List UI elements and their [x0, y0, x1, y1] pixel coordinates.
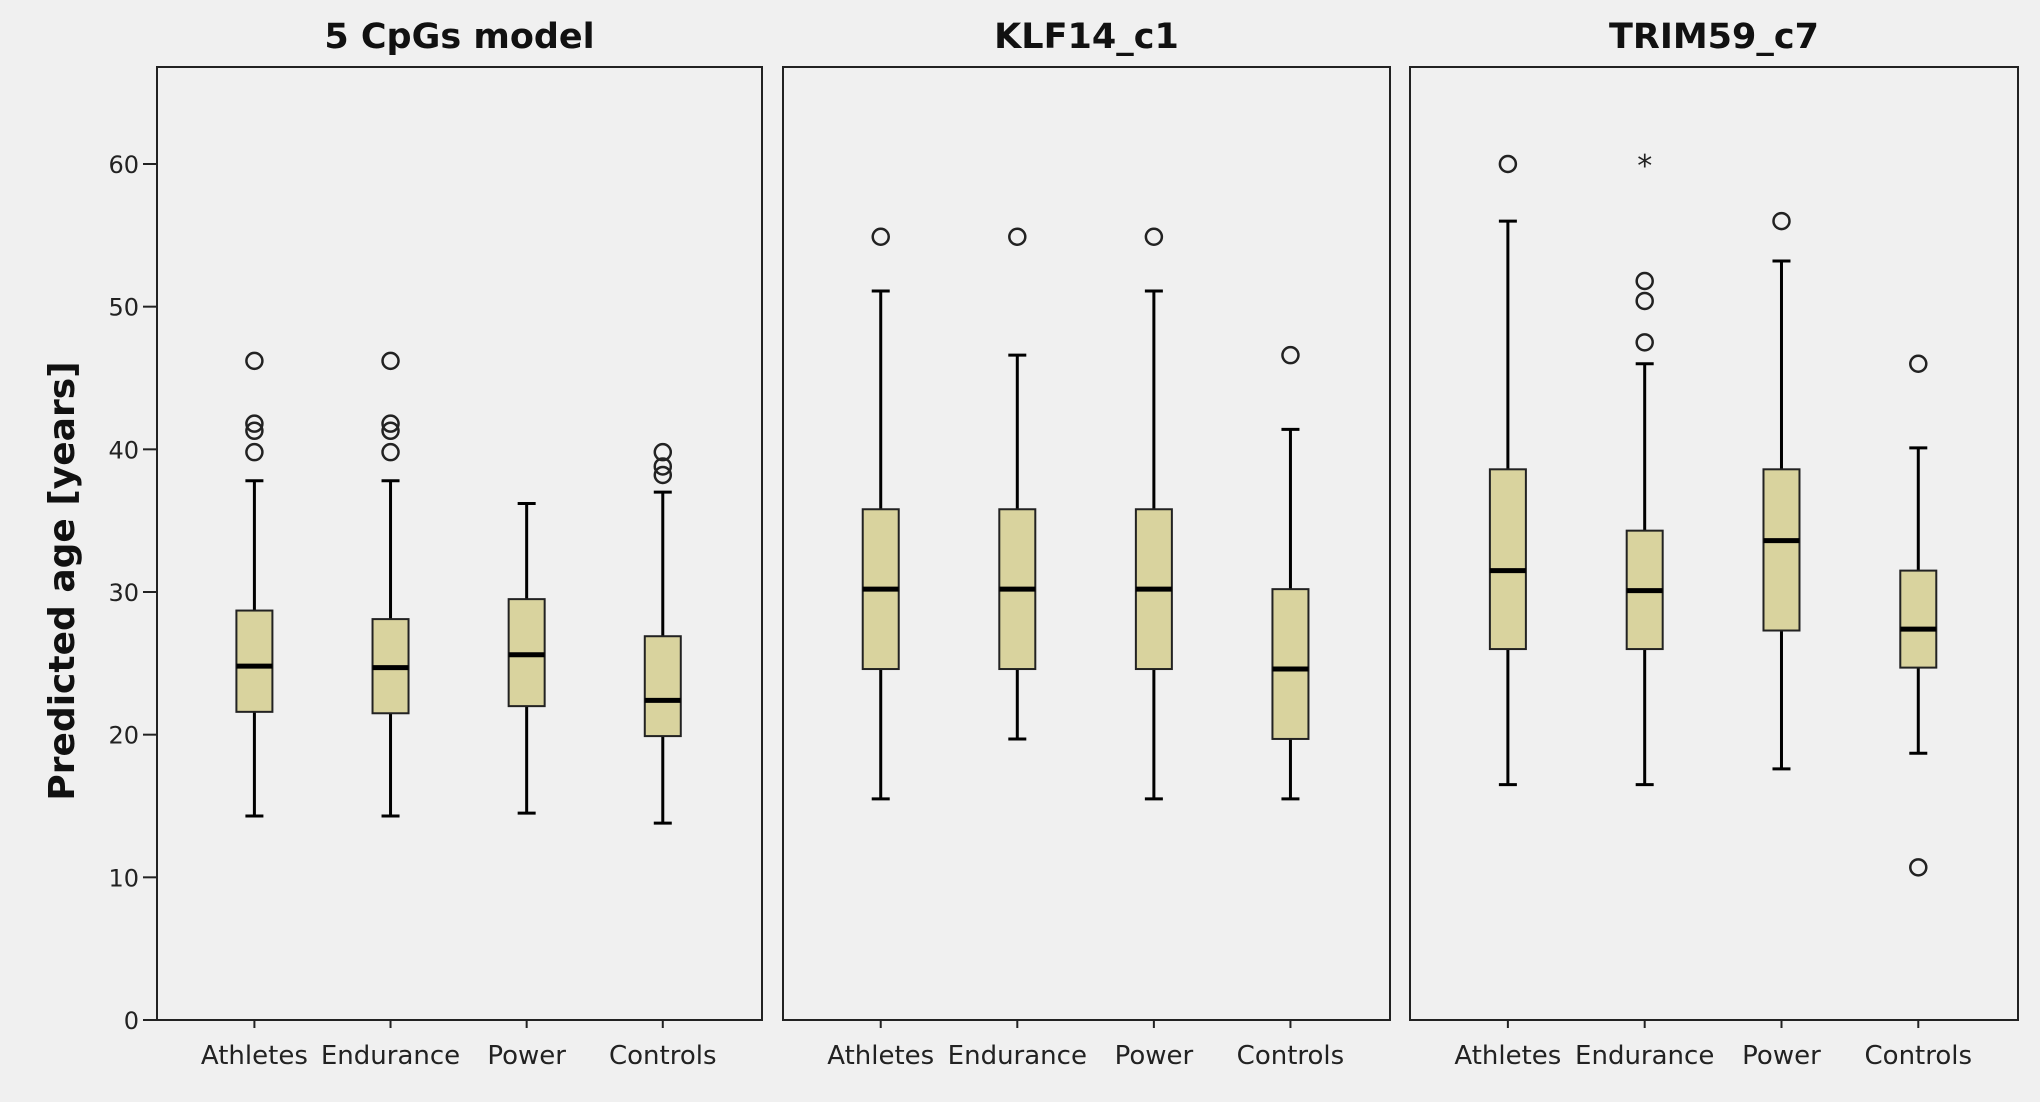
outlier-point: [381, 442, 400, 462]
category-label: Endurance: [1575, 1041, 1714, 1071]
iqr-box: [1271, 588, 1310, 740]
panel-title: 5 CpGs model: [324, 17, 594, 57]
outlier-point: [1635, 333, 1654, 352]
category-label: Power: [1742, 1041, 1821, 1071]
category-label: Power: [487, 1041, 566, 1071]
category-label: Athletes: [1454, 1041, 1561, 1071]
y-tick-label: 40: [108, 436, 139, 464]
outlier-point: [1909, 858, 1928, 877]
outlier-point: [1008, 227, 1027, 247]
outlier-point: [1772, 211, 1791, 231]
iqr-box: [643, 635, 682, 738]
y-tick-label: 20: [108, 722, 139, 750]
y-axis-label: Predicted age [years]: [42, 361, 83, 800]
category-label: Athletes: [201, 1041, 308, 1071]
panel-title: TRIM59_c7: [1609, 17, 1819, 57]
panel-frame: [156, 66, 763, 1021]
y-tick-label: 10: [108, 864, 139, 892]
outlier-point: [245, 351, 264, 371]
category-label: Controls: [609, 1041, 717, 1071]
y-tick-label: 50: [108, 294, 139, 322]
outlier-point: [1635, 291, 1654, 311]
category-label: Power: [1115, 1041, 1194, 1071]
extreme-outlier-star: *: [1637, 149, 1652, 184]
category-label: Endurance: [321, 1041, 460, 1071]
category-label: Endurance: [948, 1041, 1087, 1071]
outlier-point: [1498, 154, 1518, 174]
iqr-box: [1899, 569, 1938, 669]
outlier-point: [245, 442, 264, 462]
outlier-point: [1909, 354, 1928, 373]
outlier-point: [381, 421, 400, 441]
outlier-point: [653, 465, 673, 485]
iqr-box: [235, 609, 274, 713]
outlier-point: [245, 421, 264, 441]
panel-frame: [1409, 66, 2019, 1021]
outlier-point: [1144, 227, 1164, 247]
outlier-point: [381, 414, 400, 433]
outlier-point: [1635, 271, 1654, 291]
outlier-point: [871, 227, 890, 247]
outlier-point: [1281, 345, 1300, 365]
panel-title: KLF14_c1: [994, 17, 1179, 57]
outlier-point: [653, 457, 673, 476]
iqr-box: [1762, 468, 1801, 632]
category-label: Athletes: [827, 1041, 934, 1071]
outlier-point: [245, 414, 264, 433]
y-tick-label: 30: [108, 579, 139, 607]
outlier-point: [653, 442, 673, 462]
outlier-point: [381, 351, 400, 371]
y-tick-label: 60: [108, 151, 139, 179]
iqr-box: [1488, 468, 1527, 651]
y-tick-label: 0: [124, 1007, 139, 1035]
panel-frame: [782, 66, 1391, 1021]
category-label: Controls: [1865, 1041, 1973, 1071]
category-label: Controls: [1237, 1041, 1345, 1071]
